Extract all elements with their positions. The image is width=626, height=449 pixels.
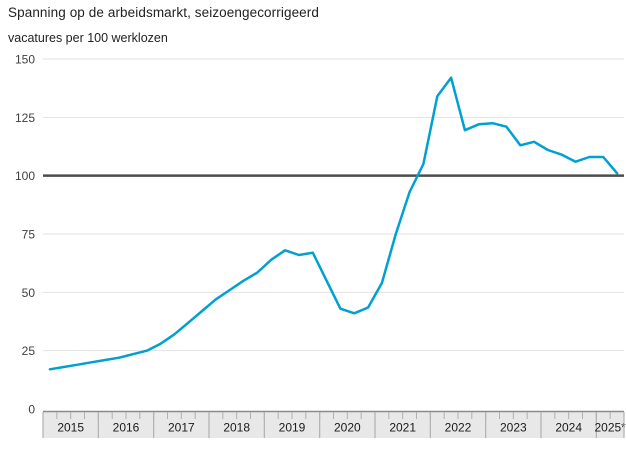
x-axis-year-label: 2025* <box>594 421 626 435</box>
x-axis-year-label: 2016 <box>113 421 140 435</box>
y-axis-tick-label: 100 <box>15 169 35 183</box>
chart-title: Spanning op de arbeidsmarkt, seizoengeco… <box>8 5 319 20</box>
x-axis-year-label: 2018 <box>223 421 250 435</box>
y-axis-tick-label: 125 <box>15 111 35 125</box>
y-axis-tick-label: 50 <box>22 286 36 300</box>
y-axis-tick-label: 75 <box>22 228 36 242</box>
data-line-vacatures <box>48 76 619 371</box>
x-axis-year-label: 2024 <box>555 421 582 435</box>
x-axis-year-label: 2017 <box>168 421 195 435</box>
x-axis-year-label: 2019 <box>279 421 306 435</box>
x-axis-year-label: 2020 <box>334 421 361 435</box>
x-axis-year-label: 2023 <box>500 421 527 435</box>
x-axis-year-label: 2015 <box>57 421 84 435</box>
chart-subtitle: vacatures per 100 werklozen <box>8 31 168 45</box>
y-axis-tick-label: 25 <box>22 344 36 358</box>
y-axis-tick-label: 0 <box>28 403 35 417</box>
y-axis-tick-label: 150 <box>15 53 35 67</box>
x-axis-year-label: 2022 <box>445 421 472 435</box>
x-axis-year-label: 2021 <box>389 421 416 435</box>
